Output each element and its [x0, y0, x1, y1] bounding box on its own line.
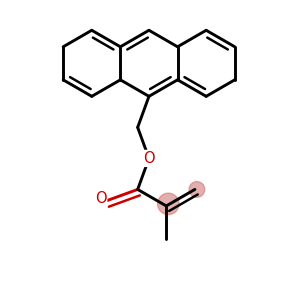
- Circle shape: [189, 182, 205, 197]
- Text: O: O: [94, 191, 106, 206]
- Text: O: O: [143, 151, 155, 166]
- Circle shape: [158, 193, 179, 214]
